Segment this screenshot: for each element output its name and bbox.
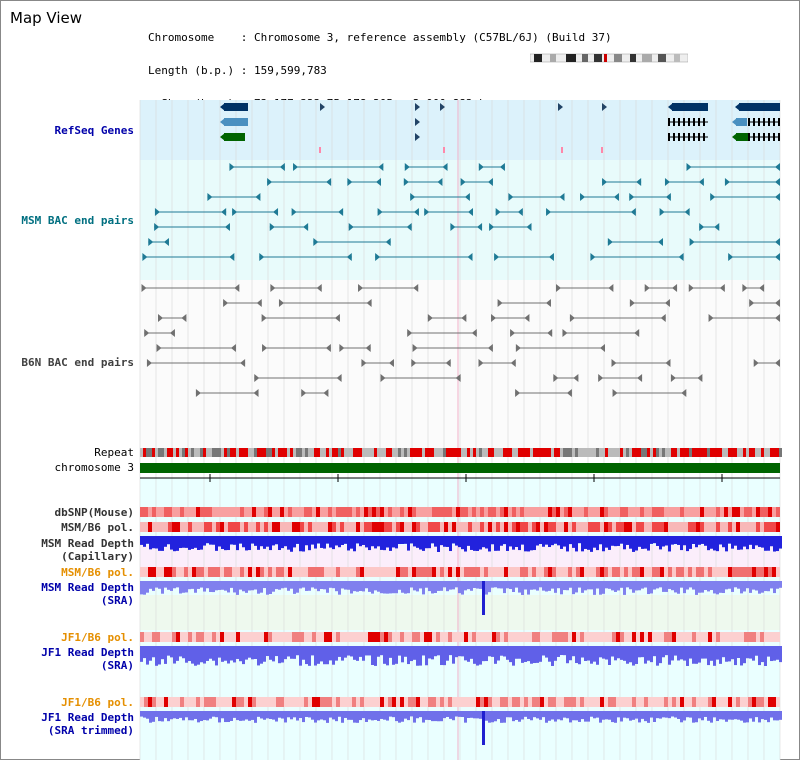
- info-length: Length (b.p.) : 159,599,783: [148, 64, 327, 77]
- track-label-repeat: Repeat: [94, 446, 134, 459]
- axis-tick-label: 74000000: [402, 484, 455, 497]
- axis-tick-label: 73200000: [146, 484, 199, 497]
- chromosome-ideogram[interactable]: [530, 53, 688, 63]
- track-label-msm-depth-sra[interactable]: MSM Read Depth (SRA): [41, 581, 134, 607]
- track-label-jf1-b6-pol[interactable]: JF1/B6 pol.: [61, 631, 134, 644]
- track-label-msm-depth-capillary[interactable]: MSM Read Depth (Capillary): [41, 537, 134, 563]
- page-title: Map View: [10, 9, 83, 27]
- track-label-msm-b6-pol[interactable]: MSM/B6 pol.: [61, 521, 134, 534]
- track-label-msm-bac[interactable]: MSM BAC end pairs: [21, 214, 134, 227]
- track-label-b6n-bac[interactable]: B6N BAC end pairs: [21, 356, 134, 369]
- track-label-jf1-depth-sra[interactable]: JF1 Read Depth (SRA): [41, 646, 134, 672]
- axis-tick-label: 74400000: [530, 484, 583, 497]
- track-label-dbsnp[interactable]: dbSNP(Mouse): [54, 506, 134, 519]
- axis-tick-label: 73600000: [274, 484, 327, 497]
- info-chromosome: Chromosome : Chromosome 3, reference ass…: [148, 31, 612, 44]
- info-show: Show (b.p.) : 73,177,323-75,178,205 : 2,…: [148, 97, 493, 110]
- region-info: Chromosome : Chromosome 3, reference ass…: [148, 10, 612, 153]
- track-label-msm-b6-pol-2[interactable]: MSM/B6 pol.: [61, 566, 134, 579]
- track-label-jf1-b6-pol-2[interactable]: JF1/B6 pol.: [61, 696, 134, 709]
- track-label-jf1-depth-trimmed[interactable]: JF1 Read Depth (SRA trimmed): [41, 711, 134, 737]
- track-label-chromosome: chromosome 3: [54, 461, 134, 474]
- axis-tick-label: 74800000: [658, 484, 711, 497]
- info-coverage-span: Read coverage check span : 10,000: [148, 130, 367, 143]
- track-label-refseq[interactable]: RefSeq Genes: [54, 124, 134, 137]
